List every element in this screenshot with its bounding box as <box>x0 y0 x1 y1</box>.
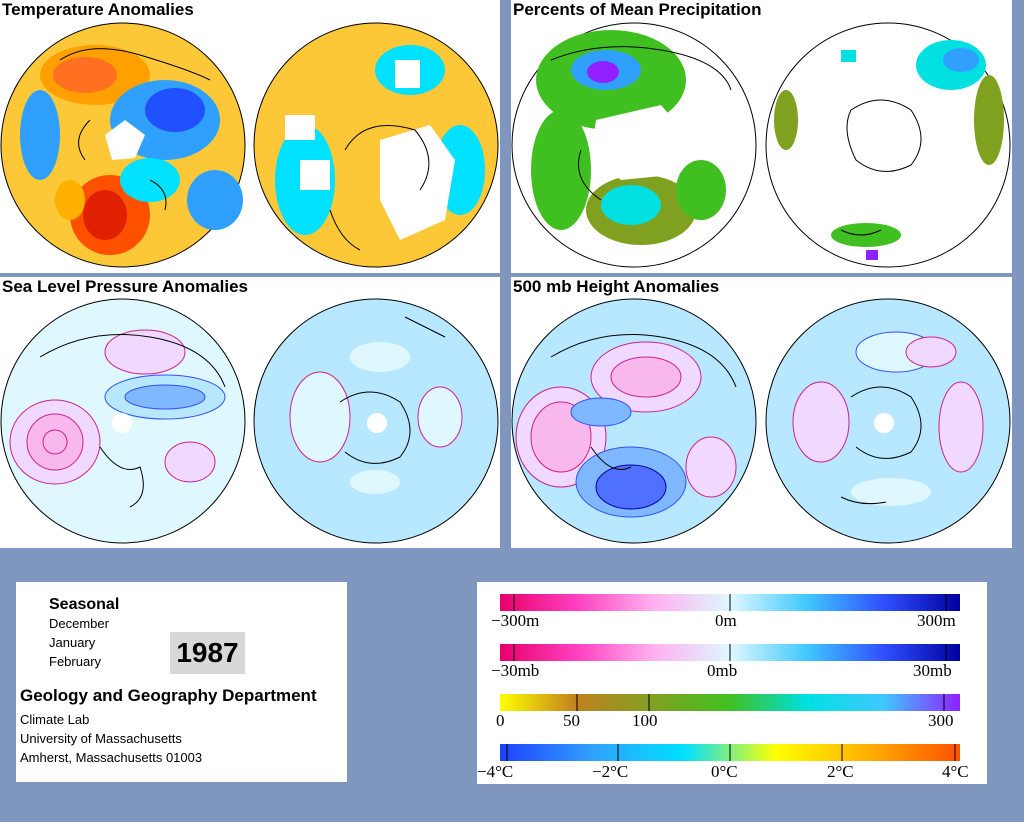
month-2: January <box>49 635 96 650</box>
legend-scales: −300m 0m 300m −30mb 0mb 30mb 0 50 100 30… <box>477 594 969 781</box>
month-3: February <box>49 654 102 669</box>
south-hemisphere-globe <box>765 298 1011 544</box>
500mb-height-maps <box>511 298 1011 544</box>
north-hemisphere-globe <box>0 298 246 544</box>
precipitation-panel: Percents of Mean Precipitation <box>511 0 1012 273</box>
temperature-maps <box>0 22 499 268</box>
color-legend: −300m 0m 300m −30mb 0mb 30mb 0 50 100 30… <box>477 582 987 784</box>
precip-label-50: 50 <box>563 711 580 730</box>
lab-name: Climate Lab <box>20 712 90 727</box>
year-badge: 1987 <box>170 632 245 674</box>
sea-level-pressure-maps <box>0 298 499 544</box>
legend-tick-marks <box>506 594 956 761</box>
pressure-label-mid: 0mb <box>707 661 737 680</box>
temperature-anomalies-panel: Temperature Anomalies <box>0 0 500 273</box>
temp-label-minus4: −4°C <box>477 762 513 781</box>
temp-label-0: 0°C <box>711 762 738 781</box>
panel-title: Sea Level Pressure Anomalies <box>0 277 253 297</box>
precipitation-maps <box>511 22 1011 268</box>
north-hemisphere-globe <box>0 22 246 268</box>
month-1: December <box>49 616 109 631</box>
height-label-min: −300m <box>491 611 539 630</box>
pressure-label-max: 30mb <box>913 661 952 680</box>
south-hemisphere-globe <box>765 22 1011 268</box>
north-hemisphere-globe <box>511 22 757 268</box>
pressure-label-min: −30mb <box>491 661 539 680</box>
precip-label-300: 300 <box>928 711 954 730</box>
height-label-max: 300m <box>917 611 956 630</box>
season-heading: Seasonal <box>49 596 120 613</box>
precip-label-0: 0 <box>496 711 505 730</box>
temp-label-4: 4°C <box>942 762 969 781</box>
department-name: Geology and Geography Department <box>20 686 317 705</box>
panel-title: Temperature Anomalies <box>0 0 198 20</box>
temp-label-2: 2°C <box>827 762 854 781</box>
south-hemisphere-globe <box>253 22 499 268</box>
north-hemisphere-globe <box>511 298 757 544</box>
info-box: Seasonal December January February 1987 … <box>16 582 347 782</box>
south-hemisphere-globe <box>253 298 499 544</box>
precip-scale-bar <box>500 694 960 711</box>
sea-level-pressure-panel: Sea Level Pressure Anomalies <box>0 277 500 548</box>
address: Amherst, Massachusetts 01003 <box>20 750 203 765</box>
temp-label-minus2: −2°C <box>592 762 628 781</box>
height-label-mid: 0m <box>715 611 737 630</box>
university-name: University of Massachusetts <box>20 731 182 746</box>
precip-label-100: 100 <box>632 711 658 730</box>
panel-title: 500 mb Height Anomalies <box>511 277 724 297</box>
panel-title: Percents of Mean Precipitation <box>511 0 766 20</box>
500mb-height-panel: 500 mb Height Anomalies <box>511 277 1012 548</box>
